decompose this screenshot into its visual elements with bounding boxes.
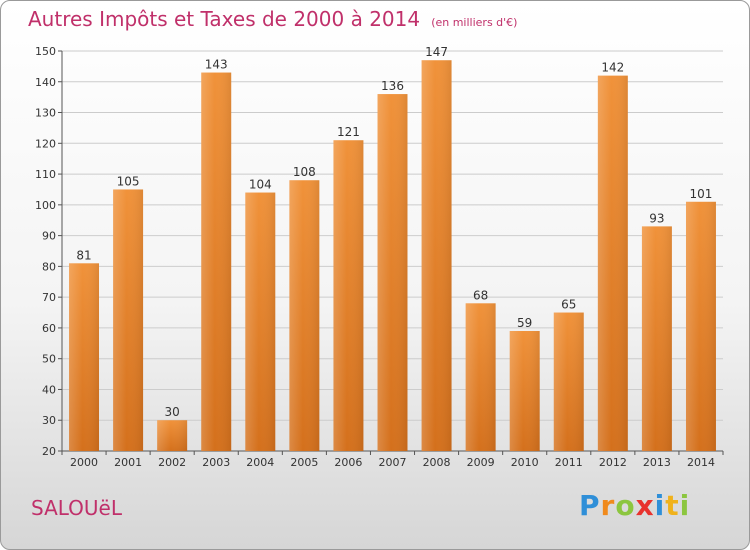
y-tick-label: 80	[42, 260, 56, 273]
bar-2001	[113, 189, 144, 451]
bar-shine	[201, 72, 232, 452]
bar-shine	[377, 94, 408, 452]
y-tick-label: 130	[35, 107, 56, 120]
y-tick-label: 20	[42, 445, 56, 458]
data-label-2004: 104	[249, 178, 272, 192]
bar-shine	[421, 60, 452, 451]
x-tick-label-2006: 2006	[334, 456, 362, 469]
chart-title-main: Autres Impôts et Taxes de 2000 à 2014	[28, 7, 421, 31]
x-tick-label-2001: 2001	[114, 456, 142, 469]
bar-shine	[245, 192, 276, 452]
data-label-2000: 81	[76, 248, 91, 262]
bar-shine	[69, 263, 100, 451]
bar-layer	[69, 60, 716, 452]
bar-2004	[245, 192, 276, 452]
data-label-2007: 136	[381, 79, 404, 93]
label-layer: 81 2000 105 2001 30 2002 143 2003 104 2004 108 2005…	[70, 45, 715, 469]
x-tick-label-2011: 2011	[555, 456, 583, 469]
y-tick-label: 90	[42, 230, 56, 243]
x-tick-label-2014: 2014	[687, 456, 715, 469]
logo-letter: t	[665, 489, 680, 522]
x-tick-label-2007: 2007	[379, 456, 407, 469]
bar-shine	[641, 226, 672, 451]
data-label-2013: 93	[649, 211, 664, 225]
x-tick-label-2003: 2003	[202, 456, 230, 469]
bar-shine	[113, 189, 144, 451]
data-label-2002: 30	[165, 405, 180, 419]
data-label-2008: 147	[425, 45, 448, 59]
y-tick-label: 30	[42, 414, 56, 427]
x-tick-label-2002: 2002	[158, 456, 186, 469]
bar-2003	[201, 72, 232, 452]
x-tick-label-2013: 2013	[643, 456, 671, 469]
bar-shine	[553, 312, 584, 451]
x-tick-label-2004: 2004	[246, 456, 274, 469]
bar-2014	[685, 201, 716, 451]
y-tick-label: 60	[42, 322, 56, 335]
y-tick-label: 40	[42, 383, 56, 396]
data-label-2001: 105	[117, 174, 140, 188]
bar-2006	[333, 140, 364, 451]
bar-shine	[685, 201, 716, 451]
bar-2011	[553, 312, 584, 451]
x-tick-label-2012: 2012	[599, 456, 627, 469]
bar-shine	[333, 140, 364, 451]
bar-shine	[597, 75, 628, 451]
proxiti-logo[interactable]: Proxiti	[579, 489, 690, 522]
logo-letter: i	[654, 489, 666, 522]
bar-shine	[289, 180, 320, 451]
bar-2009	[465, 303, 496, 451]
data-label-2011: 65	[561, 298, 576, 312]
logo-letter: r	[600, 489, 616, 522]
y-tick-label: 120	[35, 137, 56, 150]
bar-2010	[509, 331, 540, 451]
y-tick-label: 100	[35, 199, 56, 212]
logo-letter: P	[579, 489, 601, 522]
data-label-2003: 143	[205, 58, 228, 72]
logo-letter: o	[615, 489, 636, 522]
chart-title: Autres Impôts et Taxes de 2000 à 2014 (e…	[28, 7, 517, 31]
logo-letter: i	[679, 489, 691, 522]
bar-2013	[641, 226, 672, 451]
y-tick-label: 50	[42, 353, 56, 366]
data-label-2012: 142	[601, 61, 624, 75]
chart-title-unit: (en milliers d'€)	[431, 16, 518, 29]
bar-2007	[377, 94, 408, 452]
logo-letter: x	[635, 489, 655, 522]
x-tick-label-2008: 2008	[423, 456, 451, 469]
x-tick-label-2009: 2009	[467, 456, 495, 469]
data-label-2014: 101	[690, 187, 713, 201]
bar-shine	[157, 420, 188, 451]
bar-2012	[597, 75, 628, 451]
data-label-2005: 108	[293, 165, 316, 179]
bar-2008	[421, 60, 452, 451]
x-tick-label-2010: 2010	[511, 456, 539, 469]
data-label-2006: 121	[337, 125, 360, 139]
data-label-2010: 59	[517, 316, 532, 330]
bar-2005	[289, 180, 320, 451]
bar-shine	[465, 303, 496, 451]
y-tick-label: 110	[35, 168, 56, 181]
y-tick-label: 140	[35, 76, 56, 89]
bar-2002	[157, 420, 188, 451]
y-tick-label: 150	[35, 45, 56, 58]
y-tick-label: 70	[42, 291, 56, 304]
data-label-2009: 68	[473, 288, 488, 302]
bar-2000	[69, 263, 100, 451]
x-tick-label-2000: 2000	[70, 456, 98, 469]
commune-name: SALOUëL	[31, 496, 123, 520]
x-tick-label-2005: 2005	[290, 456, 318, 469]
bar-shine	[509, 331, 540, 451]
